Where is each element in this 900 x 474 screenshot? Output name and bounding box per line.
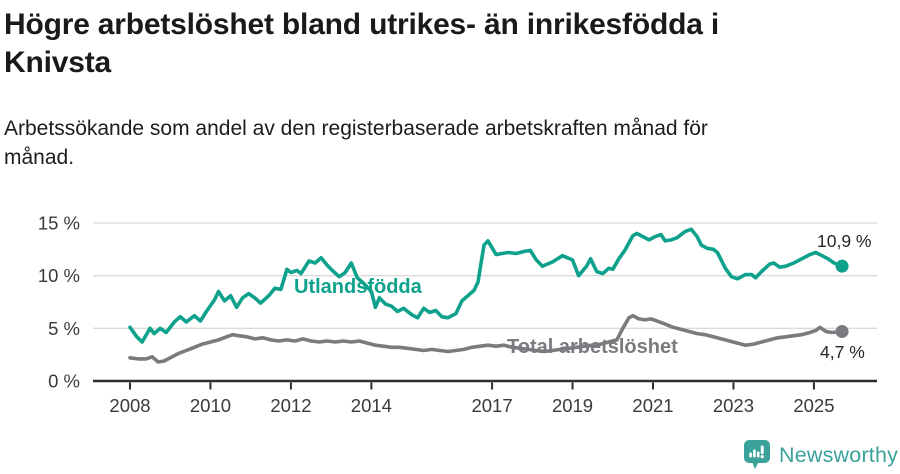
chart-header: Högre arbetslöshet bland utrikes- än inr… (4, 6, 784, 82)
brand-name: Newsworthy (779, 442, 899, 467)
y-axis-tick-label: 10 % (38, 265, 80, 286)
line-series-0 (128, 227, 844, 344)
logo-bar-1 (749, 452, 752, 458)
logo-exclamation-bar (760, 445, 764, 455)
x-axis-tick-label: 2023 (713, 395, 754, 416)
y-axis-tick-label: 15 % (38, 213, 80, 234)
chart-subtitle: Arbetssökande som andel av den registerb… (4, 117, 708, 169)
end-value-label-utlandsfodda: 10,9 % (817, 231, 872, 251)
x-axis-tick-label: 2010 (190, 395, 231, 416)
end-value-label-total: 4,7 % (820, 342, 865, 362)
end-point-dot-1 (835, 324, 849, 338)
line-series-1 (128, 313, 844, 364)
x-axis-tick-label: 2021 (632, 395, 673, 416)
x-axis-tick-label: 2019 (552, 395, 593, 416)
x-axis-tick-label: 2014 (351, 395, 392, 416)
x-axis-tick-label: 2012 (270, 395, 311, 416)
newsworthy-logo-icon (744, 440, 770, 469)
newsworthy-link[interactable]: Newsworthy (744, 440, 898, 470)
series-label-total-arbetsloshet: Total arbetslöshet (507, 336, 678, 358)
unemployment-line-chart: 0 % 5 % 10 % 15 % 2008 2010 2012 2014 2017 2019 20… (38, 213, 877, 416)
y-axis-tick-label: 5 % (48, 318, 80, 339)
x-axis-tick-label: 2008 (109, 395, 150, 416)
x-axis-tick-label: 2017 (471, 395, 512, 416)
logo-bar-3 (756, 451, 760, 458)
end-point-dot-0 (835, 259, 849, 273)
y-axis-tick-label: 0 % (48, 371, 80, 392)
page-title: Högre arbetslöshet bland utrikes- än inr… (4, 8, 719, 79)
brand-footer: Newsworthy (744, 440, 898, 470)
logo-bar-2 (753, 449, 756, 458)
series-label-utlandsfodda: Utlandsfödda (294, 276, 422, 298)
x-axis-tick-label: 2025 (793, 395, 834, 416)
logo-exclamation-dot (760, 455, 764, 459)
